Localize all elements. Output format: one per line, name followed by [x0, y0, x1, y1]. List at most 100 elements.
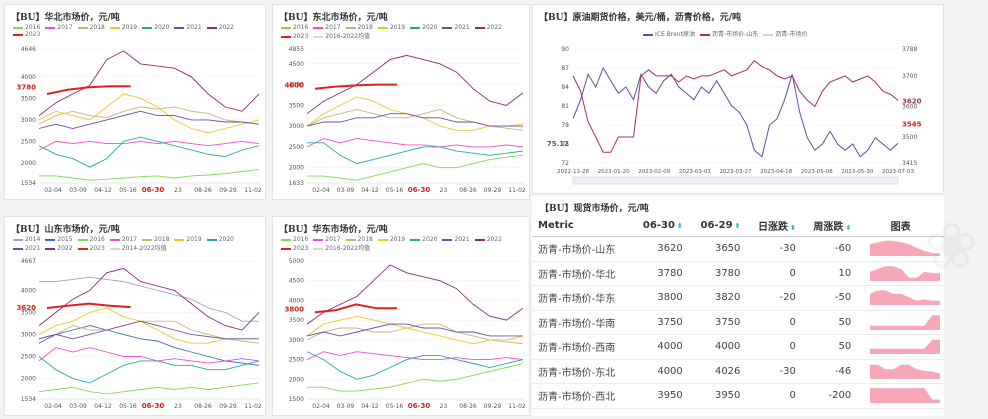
cell-sparkline: [857, 236, 944, 262]
legend-item[interactable]: 2020: [206, 236, 234, 243]
legend-item[interactable]: 2019: [109, 24, 137, 31]
cell-weekly-change: -200: [801, 383, 858, 409]
legend-item[interactable]: 2020: [410, 236, 437, 243]
line-chart-huadong: 1500 2000 2500 3000 3500 4000 4500 5000 02-04 03-…: [285, 258, 526, 410]
cell-0629: 3750: [688, 310, 747, 335]
legend-item[interactable]: 2016-2022均值: [313, 243, 370, 252]
column-header-metric[interactable]: Metric: [532, 214, 632, 237]
legend-item[interactable]: ICE Brent原油: [643, 29, 695, 38]
legend-item[interactable]: 2016: [13, 24, 40, 31]
legend-item[interactable]: 2017: [45, 24, 73, 31]
legend-label: 2020: [422, 236, 438, 243]
series-line-2021: [38, 110, 260, 129]
cell-weekly-change: 50: [801, 334, 858, 360]
column-header-weekly[interactable]: 周涨跌 ⬍: [801, 214, 858, 237]
x-tick-label: 11-02: [244, 187, 262, 194]
column-header-0630[interactable]: 06-30 ⬍: [631, 214, 689, 237]
cell-weekly-change: -50: [801, 285, 858, 311]
cell-sparkline: [857, 285, 944, 311]
legend-item[interactable]: 2016-2022均值: [313, 31, 370, 40]
left-tick-label: 84: [561, 84, 569, 91]
legend-item[interactable]: 2020: [410, 24, 437, 31]
legend-item[interactable]: 2015: [45, 236, 73, 243]
legend-item[interactable]: 沥青-市场价-山东: [699, 29, 758, 38]
legend-item[interactable]: 2017: [109, 236, 137, 243]
y-tick-label: 2000: [21, 160, 36, 167]
legend-item[interactable]: 2023: [281, 33, 308, 40]
table-row[interactable]: 沥青-市场价-华南 3750 3750 0 50: [532, 310, 944, 335]
legend-item[interactable]: 2022: [474, 236, 502, 243]
legend-item[interactable]: 2019: [377, 24, 405, 31]
legend-label: 2016-2022均值: [325, 33, 370, 40]
chart-panel-crude: 【BU】原油期货价格，美元/桶，沥青价格，元/吨 ICE Brent原油 沥青-市…: [532, 4, 944, 194]
series-line-2020: [306, 351, 524, 380]
x-tick-label: 09-29: [219, 187, 237, 194]
legend-item[interactable]: 2018: [345, 24, 373, 31]
column-header-daily[interactable]: 日涨跌 ⬍: [746, 214, 802, 237]
legend-label: 2016: [293, 236, 309, 243]
cell-0630: 3950: [631, 383, 689, 409]
sparkline-area: [870, 290, 940, 306]
legend-item[interactable]: 2019: [174, 236, 202, 243]
sparkline-area: [870, 388, 940, 404]
legend-item[interactable]: 2014: [13, 236, 40, 243]
chart-panel-dongbei: 【BU】东北市场价，元/吨 2016 2017 2018 2019 2020 2021 20…: [272, 4, 530, 200]
legend-item[interactable]: 2019: [377, 236, 405, 243]
series-line-2020: [38, 356, 260, 384]
left-tick-label: 75: [561, 141, 569, 148]
legend-item[interactable]: 2018: [142, 236, 169, 243]
legend-item[interactable]: 2022: [45, 245, 73, 252]
legend-label: 2022: [57, 245, 73, 252]
legend-item[interactable]: 2022: [206, 24, 234, 31]
legend-item[interactable]: 2014-2022均值: [109, 243, 167, 252]
chart-title: 【BU】华北市场价，元/吨: [11, 13, 120, 23]
legend-item[interactable]: 2023: [281, 245, 308, 252]
legend-item[interactable]: 2016: [77, 236, 105, 243]
legend-item[interactable]: 2021: [13, 245, 40, 252]
legend-item[interactable]: 2020: [142, 24, 169, 31]
series-line-2020: [38, 136, 260, 168]
legend-swatch: [313, 26, 324, 29]
legend-item[interactable]: 2021: [442, 24, 470, 31]
x-tick-label: 04-12: [361, 403, 379, 410]
legend-item[interactable]: 2022: [474, 24, 502, 31]
table-row[interactable]: 沥青-市场价-东北 4000 4026 -30 -46: [532, 359, 944, 384]
x-tick-label: 05-16: [386, 187, 404, 194]
legend-swatch: [313, 35, 324, 38]
x-tick-label: 02-04: [312, 403, 330, 410]
table-row[interactable]: 沥青-市场价-华东 3800 3820 -20 -50: [532, 285, 944, 311]
line-chart-dongbei: 1633 2000 2500 3000 3500 4000 4500 4855 02-04 03-…: [285, 46, 526, 194]
column-header-0629[interactable]: 06-29 ⬍: [688, 214, 747, 237]
y-tick-label: 4646: [21, 46, 36, 53]
legend-item[interactable]: 沥青-市场价: [763, 29, 807, 38]
legend-item[interactable]: 2016: [281, 236, 308, 243]
legend-item[interactable]: 2021: [174, 24, 202, 31]
legend-swatch: [77, 26, 88, 29]
series-line-2022: [306, 264, 524, 325]
legend-item[interactable]: 2018: [77, 24, 105, 31]
table-row[interactable]: 沥青-市场价-山东 3620 3650 -30 -60: [532, 236, 944, 262]
column-header-chart[interactable]: 图表: [857, 214, 944, 237]
brent-last-label: 75.12: [547, 140, 569, 148]
legend-item[interactable]: 2021: [442, 236, 470, 243]
legend-item[interactable]: 2018: [345, 236, 373, 243]
y-tick-label: 3500: [289, 102, 304, 109]
legend-item[interactable]: 2017: [313, 236, 341, 243]
x-tick-label: 03-09: [69, 187, 87, 194]
table-row[interactable]: 沥青-市场价-华北 3780 3780 0 10: [532, 261, 944, 286]
table-row[interactable]: 沥青-市场价-西南 4000 4000 0 50: [532, 334, 944, 360]
legend-item[interactable]: 2017: [313, 24, 341, 31]
x-tick-label: 06-30: [408, 186, 431, 194]
x-tick-label: 2023-02-09: [638, 169, 670, 175]
header-label: 06-29: [700, 219, 733, 231]
table-row[interactable]: 沥青-市场价-西北 3950 3950 0 -200: [532, 383, 944, 409]
series-line: [572, 66, 899, 158]
legend-item[interactable]: 2016: [281, 24, 308, 31]
x-tick-label: 08-26: [194, 187, 212, 194]
legend-item[interactable]: 2023: [77, 245, 105, 252]
y-tick-label: 3500: [21, 95, 36, 102]
chart-title: 【BU】原油期货价格，美元/桶，沥青价格，元/吨: [539, 13, 742, 23]
legend-swatch: [77, 238, 88, 241]
x-tick-label: 23: [440, 403, 448, 410]
legend-item[interactable]: 2023: [13, 31, 40, 38]
